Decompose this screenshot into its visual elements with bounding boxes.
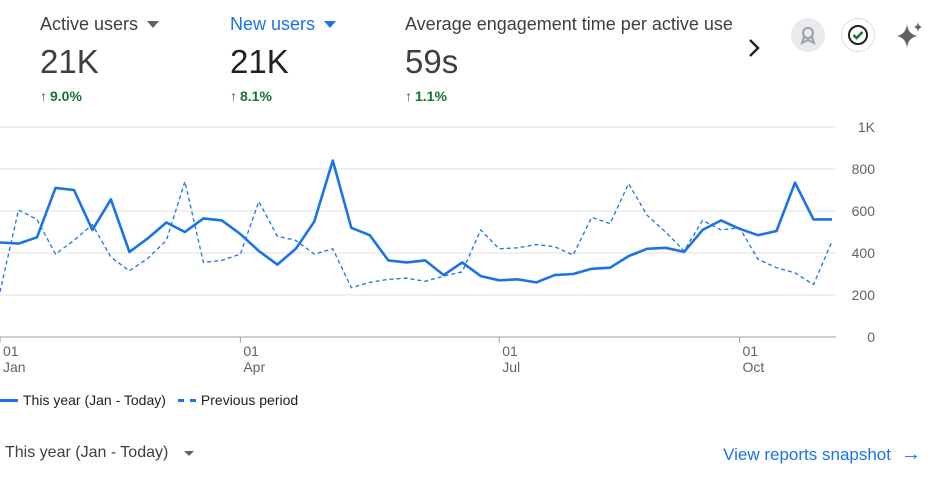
series-previous-period-line [0,180,833,292]
metric-label[interactable]: New users [230,14,337,35]
x-tick-day: 01 [3,343,19,359]
y-tick-label: 0 [867,329,875,345]
caret-down-icon[interactable] [147,21,160,28]
arrow-up-icon: ↑ [40,88,47,104]
x-tick-month: Oct [743,359,765,375]
chevron-right-icon[interactable] [740,34,768,62]
check-circle-icon[interactable] [841,18,875,52]
sparkle-icon[interactable] [893,18,927,52]
metric-delta: ↑ 8.1% [230,88,272,104]
x-tick-month: Jan [3,359,26,375]
y-tick-label: 800 [852,161,876,177]
metric-delta: ↑ 9.0% [40,88,82,104]
caret-down-icon[interactable] [184,450,195,456]
date-range-select[interactable]: This year (Jan - Today) [5,444,195,462]
legend-swatch-dashed [177,398,196,402]
metric-value: 59s [405,43,459,80]
x-tick-month: Jul [502,359,520,375]
arrow-up-icon: ↑ [405,88,412,104]
metric-value: 21K [40,43,99,80]
x-tick-month: Apr [243,359,265,375]
metric-label[interactable]: Active users [40,14,160,35]
award-icon[interactable] [791,18,825,52]
chart-legend: This year (Jan - Today) Previous period [0,392,310,408]
metric-new-users[interactable]: New users 21K ↑ 8.1% [230,14,337,104]
x-tick-day: 01 [743,343,759,359]
arrow-right-icon: → [901,443,921,465]
metric-delta: ↑ 1.1% [405,88,447,104]
caret-down-icon[interactable] [324,21,337,28]
arrow-up-icon: ↑ [230,88,237,104]
legend-item-this-year: This year (Jan - Today) [0,392,166,408]
legend-swatch-solid [0,398,18,402]
metric-value: 21K [230,43,289,80]
y-tick-label: 400 [852,245,876,261]
y-tick-label: 1K [858,119,876,135]
legend-item-previous: Previous period [177,392,298,408]
y-tick-label: 200 [852,287,876,303]
y-tick-label: 600 [852,203,876,219]
x-tick-day: 01 [243,343,259,359]
series-this-year-line [0,159,832,284]
view-reports-link[interactable]: View reports snapshot → [723,443,921,465]
metric-label[interactable]: Average engagement time per active user [405,14,733,34]
metric-avg-engagement[interactable]: Average engagement time per active user … [405,14,733,104]
x-tick-day: 01 [502,343,518,359]
metric-active-users[interactable]: Active users 21K ↑ 9.0% [40,14,160,104]
